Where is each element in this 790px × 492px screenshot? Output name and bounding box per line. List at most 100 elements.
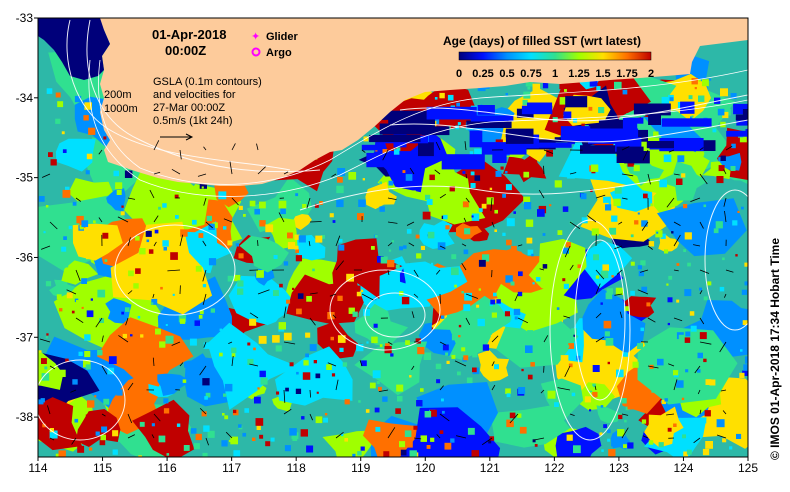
- velocity-arrow: [563, 315, 571, 319]
- sst-age-pixel: [116, 190, 122, 195]
- sst-age-pixel: [388, 249, 392, 252]
- sst-age-pixel: [396, 384, 404, 392]
- sst-age-pixel: [590, 189, 593, 192]
- sst-age-pixel: [66, 292, 73, 299]
- sst-age-pixel: [294, 234, 300, 240]
- sst-age-pixel: [517, 332, 522, 336]
- sst-age-pixel: [591, 228, 599, 236]
- sst-age-pixel: [517, 291, 523, 297]
- sst-age-pixel: [525, 219, 534, 227]
- sst-age-pixel: [387, 259, 395, 268]
- sst-age-pixel: [365, 409, 370, 413]
- x-tick-label: 121: [480, 461, 500, 475]
- sst-age-pixel: [340, 433, 344, 437]
- velocity-arrow: [461, 262, 467, 271]
- sst-age-pixel: [445, 352, 449, 356]
- plot-frame: [37, 17, 749, 458]
- sst-age-pixel: [391, 240, 394, 243]
- sst-age-pixel: [546, 149, 553, 157]
- sst-age-pixel: [203, 425, 210, 432]
- sst-age-pixel: [199, 310, 204, 315]
- shelf-band-pixel: [421, 126, 450, 136]
- sst-age-pixel: [608, 160, 612, 165]
- sst-age-pixel: [231, 353, 236, 357]
- velocity-arrow: [564, 365, 571, 377]
- velocity-arrow: [47, 405, 51, 415]
- sst-age-pixel: [99, 439, 106, 446]
- sst-age-pixel: [315, 416, 323, 424]
- sst-age-pixel: [254, 396, 261, 404]
- sst-age-pixel: [637, 212, 640, 215]
- sst-age-pixel: [238, 205, 243, 210]
- velocity-arrow: [179, 362, 184, 367]
- sst-age-pixel: [401, 296, 410, 305]
- sst-age-patch: [528, 238, 587, 296]
- sst-age-pixel: [103, 136, 107, 140]
- sst-age-pixel: [429, 409, 437, 417]
- sst-age-pixel: [205, 392, 211, 398]
- sst-age-pixel: [650, 203, 654, 207]
- sst-age-pixel: [50, 159, 57, 166]
- sst-age-pixel: [604, 331, 610, 337]
- sst-age-pixel: [352, 453, 356, 457]
- velocity-arrow: [127, 413, 133, 424]
- shelf-band-pixel: [580, 145, 625, 154]
- sst-age-pixel: [508, 295, 513, 301]
- sst-age-pixel: [658, 442, 664, 448]
- velocity-arrow: [595, 194, 606, 199]
- sst-age-pixel: [505, 184, 512, 191]
- sst-age-pixel: [439, 430, 444, 434]
- sst-age-pixel: [102, 232, 109, 239]
- sst-age-pixel: [374, 235, 378, 238]
- sst-age-patch: [157, 373, 191, 396]
- sst-age-pixel: [466, 377, 473, 384]
- shelf-band-pixel: [527, 102, 553, 108]
- sst-age-pixel: [276, 391, 280, 395]
- sst-age-pixel: [624, 419, 627, 423]
- sst-age-patch: [488, 248, 550, 293]
- sst-age-pixel: [260, 377, 268, 385]
- velocity-arrow: [125, 317, 129, 326]
- sst-age-pixel: [461, 291, 464, 294]
- sst-age-pixel: [713, 228, 719, 234]
- sst-age-pixel: [478, 288, 481, 291]
- sst-age-patch: [124, 167, 209, 234]
- velocity-arrow: [359, 360, 363, 367]
- velocity-arrow: [309, 221, 322, 223]
- sst-age-pixel: [58, 450, 66, 457]
- sst-age-pixel: [127, 328, 133, 335]
- sst-age-pixel: [344, 399, 350, 405]
- velocity-arrow: [411, 365, 415, 371]
- sst-age-pixel: [708, 409, 715, 417]
- sst-age-pixel: [456, 102, 460, 107]
- sst-age-pixel: [405, 440, 413, 448]
- sst-age-pixel: [691, 115, 694, 118]
- sst-age-pixel: [101, 426, 108, 433]
- sst-age-pixel: [464, 228, 471, 235]
- velocity-arrow: [642, 149, 649, 161]
- sst-age-pixel: [148, 249, 154, 254]
- sst-age-pixel: [709, 379, 716, 386]
- velocity-arrow: [621, 413, 629, 416]
- sst-age-pixel: [360, 446, 365, 451]
- sst-age-pixel: [596, 86, 601, 91]
- velocity-arrow: [118, 335, 129, 343]
- sst-age-pixel: [477, 318, 485, 327]
- velocity-arrow: [720, 389, 727, 392]
- velocity-arrow: [641, 221, 649, 231]
- sst-age-pixel: [439, 92, 445, 99]
- sst-age-pixel: [303, 360, 309, 366]
- sst-age-pixel: [605, 338, 614, 346]
- sst-age-pixel: [166, 453, 170, 456]
- velocity-arrow: [666, 197, 675, 208]
- shelf-band-pixel: [646, 141, 674, 149]
- sst-age-pixel: [202, 284, 207, 288]
- sst-age-pixel: [702, 448, 710, 456]
- velocity-arrow: [306, 197, 311, 209]
- sst-age-pixel: [518, 271, 523, 277]
- sst-age-pixel: [616, 369, 624, 378]
- sst-age-pixel: [611, 215, 618, 222]
- velocity-arrow: [699, 409, 702, 415]
- velocity-arrow: [439, 341, 447, 346]
- sst-age-pixel: [534, 444, 538, 447]
